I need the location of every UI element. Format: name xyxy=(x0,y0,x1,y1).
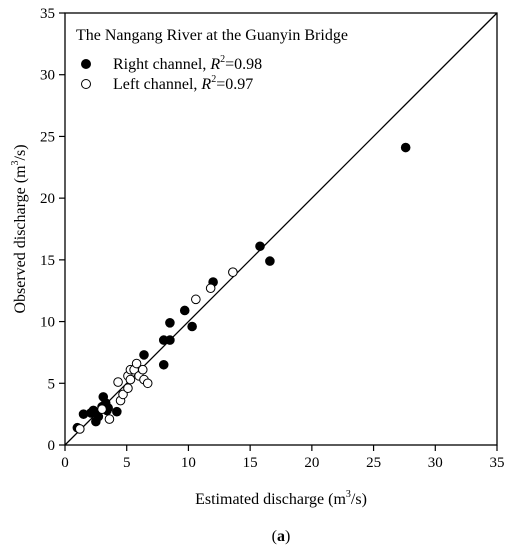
data-point-left-channel xyxy=(104,414,115,424)
data-point-right-channel xyxy=(187,321,197,332)
data-point-right-channel xyxy=(265,256,275,266)
data-point-right-channel xyxy=(165,318,175,328)
legend-label-right-channel: Right channel, R2=0.98 xyxy=(113,54,262,73)
y-axis-ticks: 0 5 10 15 20 25 30 35 xyxy=(40,6,65,454)
data-point-left-channel xyxy=(118,389,128,400)
y-tick-label: 30 xyxy=(40,68,55,84)
data-point-left-channel xyxy=(97,404,107,415)
x-axis-title: Estimated discharge (m3/s) xyxy=(195,489,367,508)
data-point-left-channel xyxy=(131,358,142,369)
x-tick-label: 10 xyxy=(181,455,196,471)
data-point-left-channel xyxy=(228,267,238,278)
y-axis-title: Observed discharge (m3/s) xyxy=(10,144,29,313)
y-tick-label: 25 xyxy=(40,129,55,145)
legend: Right channel, R2=0.98 Left channel, R2=… xyxy=(81,54,262,93)
data-point-left-channel xyxy=(113,377,123,387)
data-point-right-channel xyxy=(179,305,190,316)
data-point-right-channel xyxy=(400,142,411,153)
data-point-right-channel xyxy=(112,406,122,417)
data-point-left-channel xyxy=(137,364,148,375)
data-point-left-channel xyxy=(142,378,153,389)
y-tick-label: 35 xyxy=(40,6,55,22)
x-tick-label: 25 xyxy=(366,455,381,471)
x-tick-label: 15 xyxy=(243,455,258,471)
x-axis-ticks: 0 5 10 15 20 25 30 35 xyxy=(61,445,505,471)
x-tick-label: 20 xyxy=(304,455,319,471)
legend-marker-left-channel xyxy=(81,79,91,89)
plot-area-frame xyxy=(64,12,498,446)
data-point-right-channel xyxy=(158,359,169,370)
data-point-left-channel xyxy=(191,294,201,305)
data-point-right-channel xyxy=(255,241,265,252)
data-point-left-channel xyxy=(125,374,136,385)
data-point-left-channel xyxy=(75,424,85,434)
x-tick-label: 5 xyxy=(123,455,131,471)
y-tick-label: 20 xyxy=(40,191,55,207)
y-tick-label: 5 xyxy=(48,376,56,392)
legend-marker-right-channel xyxy=(81,59,91,69)
x-tick-label: 35 xyxy=(490,455,505,471)
data-point-right-channel xyxy=(165,335,175,345)
y-tick-label: 10 xyxy=(40,315,55,331)
data-point-right-channel xyxy=(139,350,149,360)
data-point-right-channel xyxy=(93,411,104,422)
data-point-left-channel xyxy=(123,383,133,394)
legend-label-left-channel: Left channel, R2=0.97 xyxy=(113,74,253,93)
y-tick-label: 0 xyxy=(48,438,56,454)
chart-title: The Nangang River at the Guanyin Bridge xyxy=(76,27,348,44)
data-point-left-channel xyxy=(205,283,216,294)
panel-label: (a) xyxy=(272,528,291,545)
y-tick-label: 15 xyxy=(40,253,55,269)
x-tick-label: 0 xyxy=(61,455,69,471)
x-tick-label: 30 xyxy=(428,455,443,471)
data-points xyxy=(72,142,411,434)
